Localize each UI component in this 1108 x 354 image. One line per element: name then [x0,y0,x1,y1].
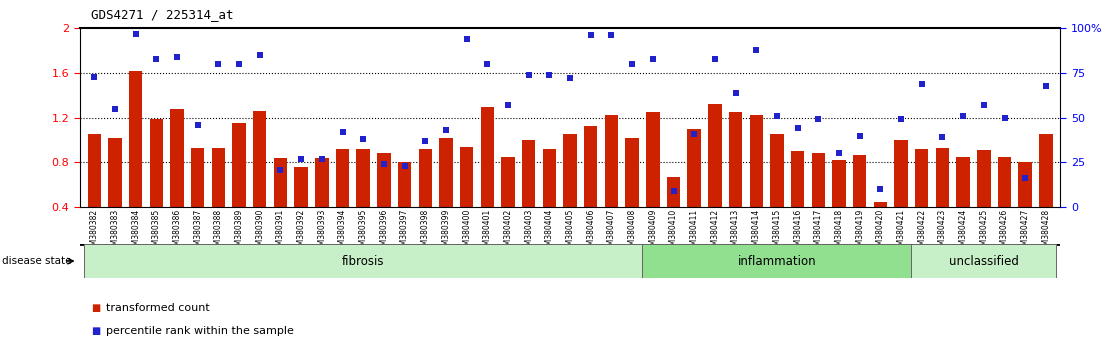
Bar [336,149,349,207]
Bar [708,104,721,207]
Bar [460,147,473,207]
Bar [873,201,888,207]
Text: unclassified: unclassified [948,255,1018,268]
Bar [643,244,912,278]
Bar [912,244,1056,278]
Text: transformed count: transformed count [106,303,211,313]
Bar [398,162,411,207]
Bar [274,158,287,207]
Bar [956,157,970,207]
Bar [646,112,659,207]
Bar [315,158,329,207]
Text: GDS4271 / 225314_at: GDS4271 / 225314_at [91,8,234,21]
Bar [791,151,804,207]
Bar [832,160,845,207]
Bar [584,126,597,207]
Text: ■: ■ [91,303,100,313]
Bar [253,111,267,207]
Bar [853,155,866,207]
Text: ■: ■ [91,326,100,336]
Bar [811,154,825,207]
Bar [501,157,515,207]
Bar [357,149,370,207]
Bar [625,138,639,207]
Bar [770,135,783,207]
Bar [729,112,742,207]
Bar [563,135,577,207]
Bar [1018,162,1032,207]
Bar [522,140,535,207]
Bar [1039,135,1053,207]
Bar [936,148,950,207]
Bar [667,177,680,207]
Bar [915,149,929,207]
Bar [377,154,391,207]
Bar [439,138,453,207]
Bar [977,150,991,207]
Bar [109,138,122,207]
Bar [481,107,494,207]
Bar [191,148,204,207]
Text: percentile rank within the sample: percentile rank within the sample [106,326,295,336]
Text: disease state: disease state [2,256,72,266]
Bar [749,115,763,207]
Bar [150,119,163,207]
Bar [233,123,246,207]
Text: inflammation: inflammation [738,255,817,268]
Bar [88,135,101,207]
Bar [212,148,225,207]
Bar [998,157,1012,207]
Bar [171,109,184,207]
Bar [419,149,432,207]
Bar [129,71,142,207]
Bar [84,244,643,278]
Bar [543,149,556,207]
Bar [295,167,308,207]
Bar [605,115,618,207]
Text: fibrosis: fibrosis [342,255,384,268]
Bar [894,140,907,207]
Bar [687,129,701,207]
